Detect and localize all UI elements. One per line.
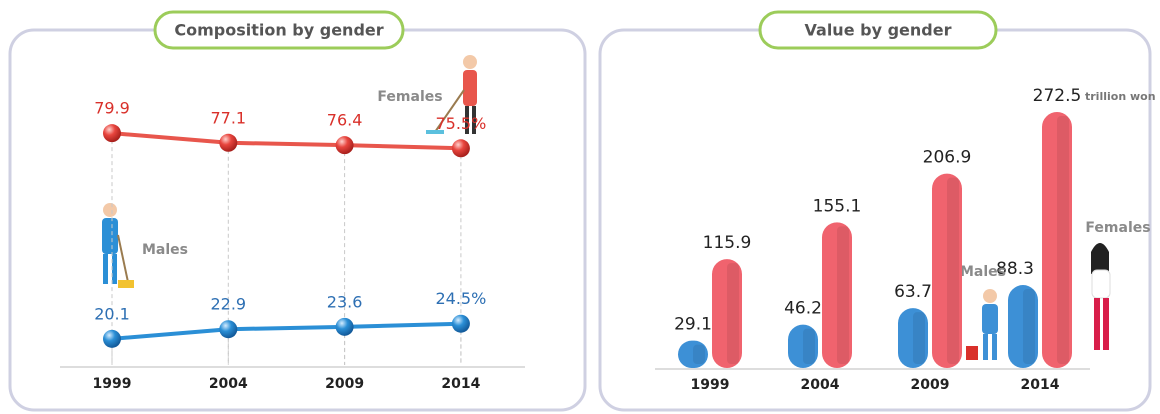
value-label: 22.9 [210, 295, 246, 314]
value-label: 155.1 [813, 196, 862, 216]
value-label: 23.6 [327, 292, 363, 311]
point [336, 136, 354, 154]
value-label: 75.5% [435, 114, 486, 133]
x-tick-label: 2009 [911, 377, 950, 393]
legend-label: Males [142, 242, 188, 258]
x-tick-label: 1999 [93, 376, 132, 392]
bar-shade [693, 345, 705, 364]
x-tick-label: 2004 [209, 376, 248, 392]
bar-shade [837, 226, 849, 364]
point [452, 139, 470, 157]
bar-shade [947, 178, 959, 364]
x-tick-label: 2004 [801, 377, 840, 393]
legend-label: Females [377, 89, 442, 105]
infographic: Composition by gender Value by gender 19… [0, 0, 1160, 414]
x-tick-label: 2014 [441, 376, 480, 392]
point [452, 315, 470, 333]
value-label: 63.7 [894, 282, 932, 302]
x-tick-label: 1999 [691, 377, 730, 393]
bar-shade [913, 312, 925, 364]
bar-shade [727, 263, 739, 364]
chart-title: Value by gender [805, 21, 952, 40]
value-label: 24.5% [435, 289, 486, 308]
legend-label: Males [960, 264, 1006, 280]
value-label: 46.2 [784, 299, 822, 319]
value-label: 29.1 [674, 315, 712, 335]
left-panel [10, 30, 585, 410]
value-label: 272.5 [1033, 86, 1082, 106]
unit-annotation: trillion won [1085, 90, 1156, 103]
value-label: 206.9 [923, 148, 972, 168]
legend-label: Females [1085, 220, 1150, 236]
point [103, 124, 121, 142]
value-label: 20.1 [94, 304, 130, 323]
chart-title: Composition by gender [174, 21, 383, 40]
value-label: 76.4 [327, 111, 363, 130]
value-label: 115.9 [703, 233, 752, 253]
point [219, 134, 237, 152]
point [336, 318, 354, 336]
point [219, 320, 237, 338]
point [103, 330, 121, 348]
value-label: 79.9 [94, 99, 130, 118]
bar-shade [1057, 116, 1069, 364]
bar-shade [803, 329, 815, 364]
x-tick-label: 2014 [1021, 377, 1060, 393]
bar-shade [1023, 289, 1035, 364]
value-label: 77.1 [210, 108, 246, 127]
x-tick-label: 2009 [325, 376, 364, 392]
